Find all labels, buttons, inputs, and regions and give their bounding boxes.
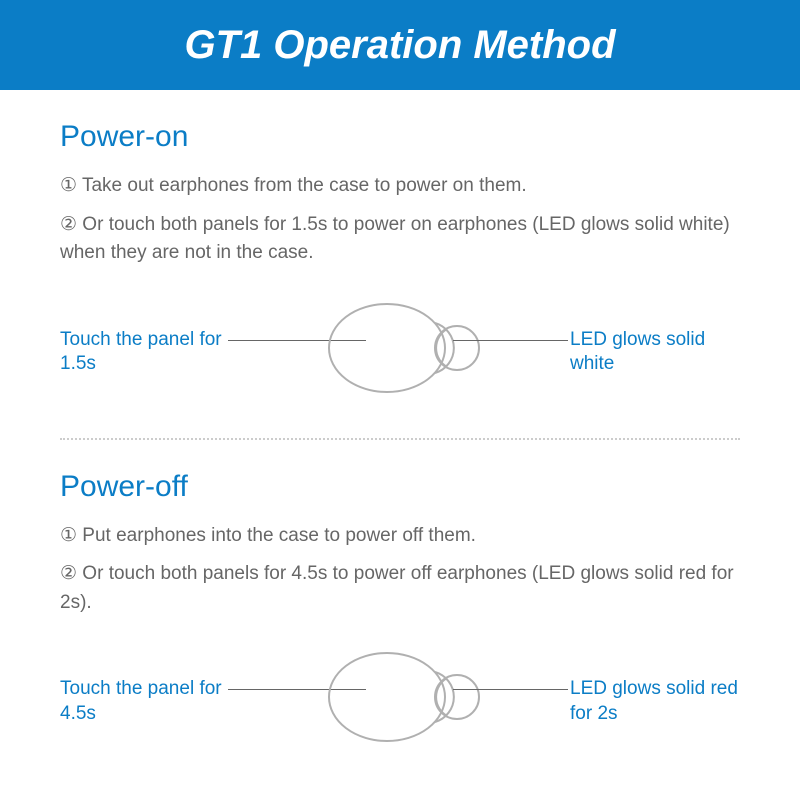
earbud-diagram-power-off: Touch the panel for 4.5s LED glows solid… (60, 627, 740, 767)
earbud-icon (315, 642, 485, 752)
section-power-on: Power-on ① Take out earphones from the c… (0, 90, 800, 438)
step-text: ② Or touch both panels for 4.5s to power… (60, 560, 740, 617)
earbud-icon (315, 293, 485, 403)
step-text: ① Take out earphones from the case to po… (60, 172, 740, 201)
callout-touch-panel: Touch the panel for 4.5s (60, 677, 230, 726)
step-text: ② Or touch both panels for 1.5s to power… (60, 211, 740, 268)
callout-led-glows: LED glows solid white (570, 328, 740, 377)
section-power-off: Power-off ① Put earphones into the case … (0, 440, 800, 788)
section-title-power-on: Power-on (60, 120, 740, 154)
earbud-diagram-power-on: Touch the panel for 1.5s LED glows solid… (60, 278, 740, 418)
callout-touch-panel: Touch the panel for 1.5s (60, 328, 230, 377)
callout-line-right (453, 340, 568, 341)
callout-led-glows: LED glows solid red for 2s (570, 677, 740, 726)
page-title: GT1 Operation Method (184, 23, 615, 68)
callout-line-right (453, 689, 568, 690)
header-bar: GT1 Operation Method (0, 0, 800, 90)
step-text: ① Put earphones into the case to power o… (60, 522, 740, 551)
section-title-power-off: Power-off (60, 470, 740, 504)
